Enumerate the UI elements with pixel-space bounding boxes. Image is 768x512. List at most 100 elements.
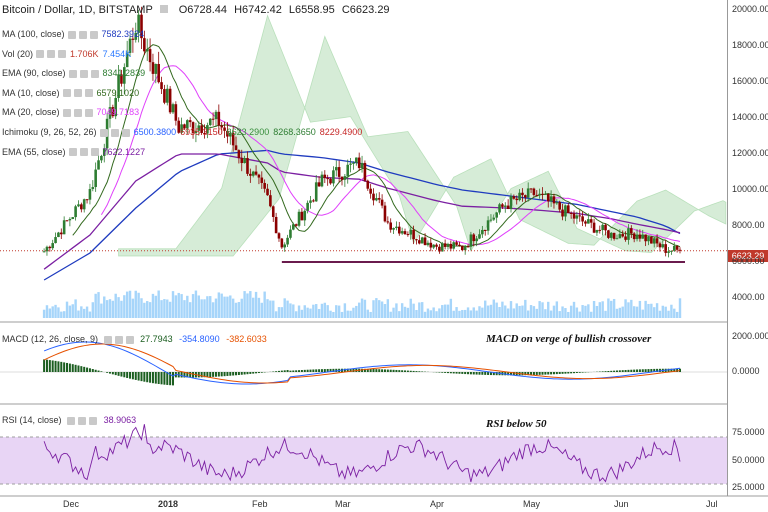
gear-icon[interactable] [78, 30, 87, 39]
eye-icon[interactable] [36, 50, 45, 59]
candle-body [71, 217, 75, 220]
candle-body [469, 234, 473, 247]
macd-histogram-bar [117, 372, 120, 376]
candle-body [65, 220, 69, 222]
indicator-row[interactable]: MA (10, close) 6579.1020 [2, 87, 140, 98]
candle-body [74, 206, 77, 218]
macd-histogram-bar [223, 372, 226, 377]
volume-bar [661, 305, 665, 318]
volume-bar [48, 308, 52, 318]
close-icon[interactable] [90, 69, 99, 78]
close-icon[interactable] [121, 128, 130, 137]
gear-icon[interactable] [47, 50, 56, 59]
volume-bar [375, 298, 378, 318]
gear-icon[interactable] [78, 416, 87, 425]
candle-body [426, 242, 430, 246]
candle-body [97, 160, 100, 170]
eye-icon[interactable] [68, 148, 77, 157]
macd-histogram-bar [415, 371, 418, 372]
macd-histogram-bar [97, 370, 100, 372]
eye-icon[interactable] [67, 30, 76, 39]
eye-icon[interactable] [67, 416, 76, 425]
candlesticks [42, 6, 682, 258]
volume-bar [415, 309, 418, 318]
candle-body [246, 158, 249, 174]
macd-histogram-bar [538, 372, 541, 375]
gear-icon[interactable] [79, 69, 88, 78]
volume-bar [518, 305, 521, 318]
eye-icon[interactable] [62, 89, 71, 98]
macd-histogram-bar [624, 370, 627, 372]
candle-body [120, 74, 123, 84]
indicator-row[interactable]: MA (100, close) 7582.3924 [2, 29, 145, 39]
volume-bar [541, 302, 544, 318]
price-axis[interactable] [727, 0, 768, 496]
eye-icon[interactable] [62, 109, 71, 118]
volume-bar [246, 293, 249, 318]
macd-histogram-bar [286, 370, 289, 372]
candle-body [443, 243, 447, 247]
candle-body [355, 157, 358, 163]
candle-body [412, 229, 415, 240]
volume-bar [337, 305, 341, 318]
gear-icon[interactable] [110, 128, 119, 137]
candle-body [343, 176, 347, 180]
close-icon[interactable] [58, 50, 67, 59]
volume-bar [200, 299, 203, 318]
volume-bar [211, 302, 215, 318]
symbol-label[interactable]: Bitcoin / Dollar, 1D, BITSTAMP [2, 4, 153, 16]
candle-body [283, 244, 287, 248]
gear-icon[interactable] [114, 335, 123, 344]
close-icon[interactable] [125, 335, 134, 344]
rsi-legend[interactable]: RSI (14, close) 38.9063 [2, 415, 137, 425]
volume-bar [478, 306, 481, 318]
volume-bar [670, 304, 673, 318]
settings-icon[interactable] [159, 5, 168, 13]
volume-bar [77, 310, 80, 318]
macd-histogram-bar [492, 372, 495, 376]
candle-body [257, 174, 261, 178]
indicator-row[interactable]: MA (20, close) 7049.7183 [2, 107, 140, 118]
indicator-row[interactable]: Vol (20) 1.706K 7.454K [2, 48, 132, 59]
macd-histogram-bar [464, 372, 467, 375]
close-icon[interactable] [89, 30, 98, 39]
volume-bar [664, 306, 667, 318]
eye-icon[interactable] [99, 128, 108, 137]
gear-icon[interactable] [73, 89, 82, 98]
macd-histogram-bar [257, 372, 260, 374]
candle-body [630, 228, 633, 234]
close-icon[interactable] [90, 148, 99, 157]
macd-histogram-bar [166, 372, 169, 385]
macd-histogram-bar [149, 372, 152, 383]
volume-bar [621, 306, 624, 318]
volume-bar [421, 302, 424, 318]
macd-histogram-bar [298, 370, 301, 372]
macd-histogram-bar [309, 369, 312, 372]
volume-bar [51, 306, 54, 318]
volume-bar [400, 303, 404, 318]
close-icon[interactable] [84, 89, 93, 98]
gear-icon[interactable] [73, 109, 82, 118]
gear-icon[interactable] [79, 148, 88, 157]
close-icon[interactable] [89, 416, 98, 425]
indicator-row[interactable]: Ichimoku (9, 26, 52, 26) 6500.3800 6935.31… [2, 127, 363, 137]
volume-bar [111, 300, 115, 318]
macd-histogram-bar [252, 372, 255, 374]
volume-bar [595, 305, 599, 318]
macd-histogram-bar [197, 372, 200, 378]
indicator-row[interactable]: EMA (55, close) 7622.1227 [2, 146, 146, 157]
volume-bar [103, 296, 106, 318]
macd-histogram-bar [372, 369, 375, 372]
indicator-value: 6623.2900 [226, 127, 270, 137]
candle-body [323, 174, 327, 179]
macd-legend[interactable]: MACD (12, 26, close, 9) 27.7943 -354.809… [2, 334, 267, 344]
eye-icon[interactable] [103, 335, 112, 344]
candle-body [667, 251, 670, 253]
eye-icon[interactable] [68, 69, 77, 78]
candle-body [266, 188, 269, 196]
macd-histogram-bar [240, 372, 243, 375]
close-icon[interactable] [84, 109, 93, 118]
indicator-row[interactable]: EMA (90, close) 8341.2839 [2, 68, 146, 79]
volume-bar [386, 299, 390, 318]
macd-histogram-bar [43, 359, 46, 372]
